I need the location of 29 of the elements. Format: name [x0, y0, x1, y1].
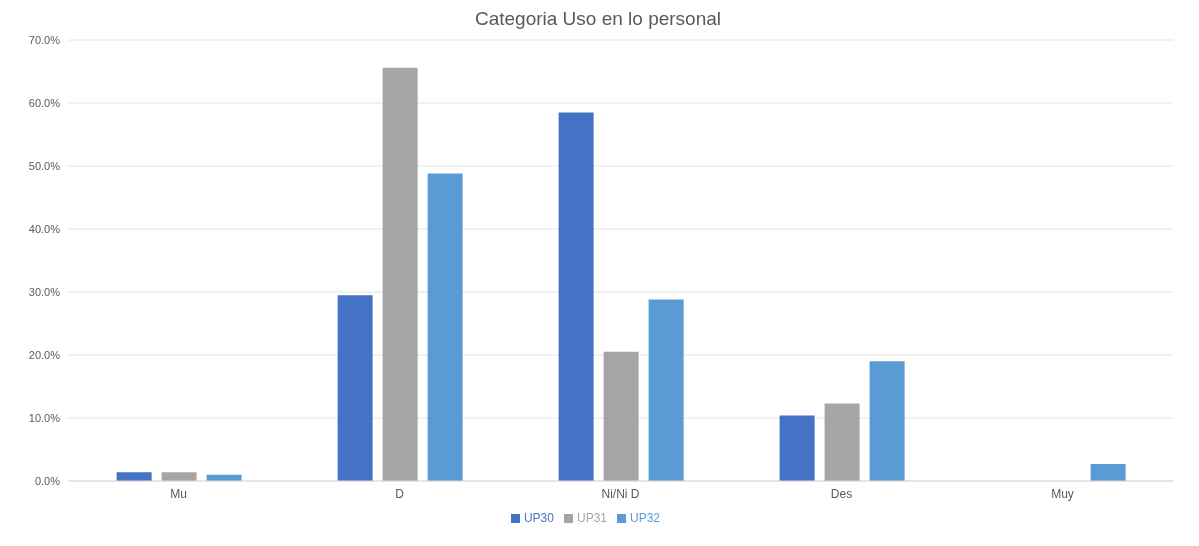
legend-label: UP30 — [523, 511, 554, 525]
y-tick-label: 50.0% — [28, 159, 61, 172]
y-tick-label: 40.0% — [28, 222, 61, 235]
bar — [116, 472, 152, 481]
x-tick-label: Muy — [1051, 486, 1074, 501]
x-tick-label: Des — [830, 486, 853, 501]
x-tick-label: D — [395, 486, 405, 501]
bar — [382, 67, 418, 481]
y-tick-label: 20.0% — [28, 348, 61, 361]
bar — [427, 173, 463, 481]
x-tick-label: Mu — [170, 486, 187, 501]
y-tick-label: 70.0% — [28, 33, 61, 46]
y-tick-label: 0.0% — [34, 474, 61, 487]
bar — [558, 112, 594, 481]
bar — [824, 403, 860, 481]
chart-title: Categoria Uso en lo personal — [473, 8, 723, 30]
bar — [648, 299, 684, 481]
y-tick-label: 10.0% — [28, 411, 61, 424]
legend-label: UP32 — [630, 511, 661, 525]
y-tick-label: 60.0% — [28, 96, 61, 109]
bar — [1090, 463, 1126, 481]
y-tick-label: 30.0% — [28, 285, 61, 298]
x-tick-label: Ni/Ni D — [601, 486, 640, 501]
bar — [603, 351, 639, 481]
bar — [161, 472, 197, 481]
bar — [779, 415, 815, 481]
legend-label: UP31 — [576, 511, 608, 525]
bar — [337, 295, 373, 481]
bar — [869, 361, 905, 481]
